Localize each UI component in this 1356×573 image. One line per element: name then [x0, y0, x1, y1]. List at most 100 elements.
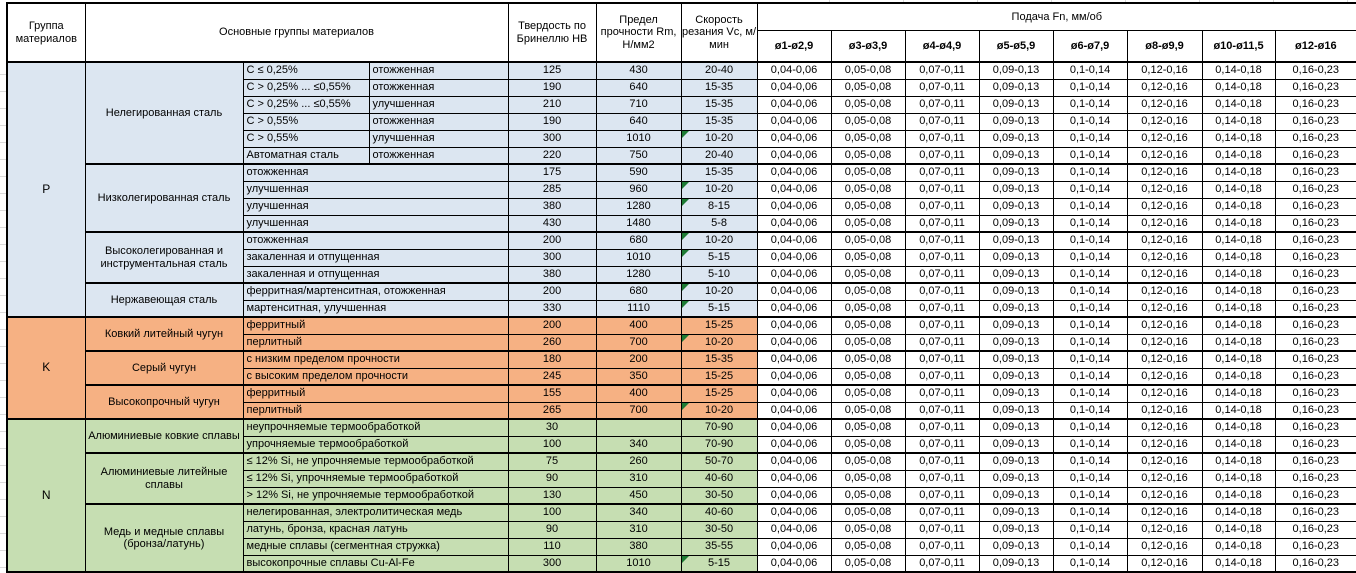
- cell-feed[interactable]: 0,1-0,14: [1052, 248, 1128, 267]
- cell-feed[interactable]: 0,04-0,06: [756, 95, 832, 114]
- cell-feed[interactable]: 0,05-0,08: [830, 282, 906, 301]
- cell-feed[interactable]: 0,12-0,16: [1126, 146, 1203, 165]
- cell-material-desc[interactable]: C > 0,25% ... ≤0,55%: [242, 78, 370, 97]
- cell-speed[interactable]: 5-15: [680, 248, 758, 267]
- cell-group-letter[interactable]: P: [6, 61, 86, 318]
- cell-feed[interactable]: 0,12-0,16: [1126, 282, 1203, 301]
- cell-feed[interactable]: 0,05-0,08: [830, 265, 906, 284]
- cell-feed[interactable]: 0,05-0,08: [830, 316, 906, 335]
- cell-hardness[interactable]: 155: [507, 384, 597, 403]
- cell-speed[interactable]: 35-55: [680, 537, 758, 556]
- cell-feed[interactable]: 0,14-0,18: [1201, 214, 1276, 233]
- cell-hardness[interactable]: 75: [507, 452, 597, 471]
- cell-material-desc[interactable]: C > 0,55%: [242, 112, 370, 131]
- cell-strength[interactable]: 430: [595, 61, 682, 80]
- cell-material-desc[interactable]: перлитный: [242, 333, 509, 352]
- cell-feed[interactable]: 0,07-0,11: [904, 486, 980, 505]
- cell-material-desc[interactable]: неупрочняемые термообработкой: [242, 418, 509, 437]
- cell-hardness[interactable]: 30: [507, 418, 597, 437]
- cell-feed[interactable]: 0,05-0,08: [830, 486, 906, 505]
- cell-strength[interactable]: 710: [595, 95, 682, 114]
- cell-feed[interactable]: 0,1-0,14: [1052, 486, 1128, 505]
- cell-subgroup-name[interactable]: Серый чугун: [84, 350, 244, 386]
- cell-feed[interactable]: 0,16-0,23: [1274, 503, 1356, 522]
- cell-feed[interactable]: 0,16-0,23: [1274, 384, 1356, 403]
- cell-subgroup-name[interactable]: Высокопрочный чугун: [84, 384, 244, 420]
- cell-feed[interactable]: 0,16-0,23: [1274, 520, 1356, 539]
- cell-material-desc[interactable]: нелегированная, электролитическая медь: [242, 503, 509, 522]
- cell-hardness[interactable]: 130: [507, 486, 597, 505]
- cell-feed[interactable]: 0,12-0,16: [1126, 503, 1203, 522]
- cell-feed[interactable]: 0,04-0,06: [756, 520, 832, 539]
- cell-feed[interactable]: 0,14-0,18: [1201, 520, 1276, 539]
- cell-feed[interactable]: 0,1-0,14: [1052, 520, 1128, 539]
- cell-feed[interactable]: 0,09-0,13: [978, 163, 1054, 182]
- cell-hardness[interactable]: 180: [507, 350, 597, 369]
- cell-feed[interactable]: 0,16-0,23: [1274, 231, 1356, 250]
- cell-feed[interactable]: 0,05-0,08: [830, 299, 906, 318]
- cell-feed[interactable]: 0,09-0,13: [978, 401, 1054, 420]
- cell-feed[interactable]: 0,09-0,13: [978, 180, 1054, 199]
- cell-feed[interactable]: 0,14-0,18: [1201, 95, 1276, 114]
- cell-feed[interactable]: 0,14-0,18: [1201, 197, 1276, 216]
- cell-feed[interactable]: 0,05-0,08: [830, 197, 906, 216]
- cell-speed[interactable]: 20-40: [680, 146, 758, 165]
- cell-feed[interactable]: 0,04-0,06: [756, 197, 832, 216]
- cell-strength[interactable]: 340: [595, 503, 682, 522]
- cell-strength[interactable]: 340: [595, 435, 682, 454]
- cell-group-letter[interactable]: K: [6, 316, 86, 420]
- cell-feed[interactable]: 0,04-0,06: [756, 554, 832, 573]
- cell-feed[interactable]: 0,05-0,08: [830, 520, 906, 539]
- cell-strength[interactable]: 640: [595, 78, 682, 97]
- cell-material-desc[interactable]: закаленная и отпущенная: [242, 248, 509, 267]
- cell-feed[interactable]: 0,1-0,14: [1052, 503, 1128, 522]
- cell-feed[interactable]: 0,04-0,06: [756, 333, 832, 352]
- cell-feed[interactable]: 0,07-0,11: [904, 214, 980, 233]
- cell-feed[interactable]: 0,04-0,06: [756, 214, 832, 233]
- cell-feed[interactable]: 0,16-0,23: [1274, 197, 1356, 216]
- cell-strength[interactable]: 640: [595, 112, 682, 131]
- cell-material-desc[interactable]: ферритная/мартенситная, отожженная: [242, 282, 509, 301]
- cell-feed[interactable]: 0,05-0,08: [830, 418, 906, 437]
- cell-hardness[interactable]: 90: [507, 520, 597, 539]
- cell-feed[interactable]: 0,1-0,14: [1052, 554, 1128, 573]
- cell-strength[interactable]: 1010: [595, 248, 682, 267]
- cell-feed[interactable]: 0,04-0,06: [756, 503, 832, 522]
- cell-feed[interactable]: 0,04-0,06: [756, 469, 832, 488]
- cell-strength[interactable]: 700: [595, 401, 682, 420]
- cell-feed[interactable]: 0,12-0,16: [1126, 214, 1203, 233]
- cell-feed[interactable]: 0,07-0,11: [904, 367, 980, 386]
- cell-feed[interactable]: 0,05-0,08: [830, 61, 906, 80]
- cell-feed[interactable]: 0,04-0,06: [756, 486, 832, 505]
- cell-feed[interactable]: 0,12-0,16: [1126, 537, 1203, 556]
- cell-feed[interactable]: 0,09-0,13: [978, 265, 1054, 284]
- cell-hardness[interactable]: 285: [507, 180, 597, 199]
- cell-feed[interactable]: 0,12-0,16: [1126, 452, 1203, 471]
- cell-material-desc[interactable]: отожженная: [242, 163, 509, 182]
- header-feed[interactable]: Подача Fn, мм/об: [756, 2, 1356, 31]
- cell-feed[interactable]: 0,07-0,11: [904, 401, 980, 420]
- cell-feed[interactable]: 0,12-0,16: [1126, 299, 1203, 318]
- cell-feed[interactable]: 0,16-0,23: [1274, 180, 1356, 199]
- cell-feed[interactable]: 0,1-0,14: [1052, 367, 1128, 386]
- cell-feed[interactable]: 0,09-0,13: [978, 129, 1054, 148]
- cell-feed[interactable]: 0,04-0,06: [756, 452, 832, 471]
- cell-feed[interactable]: 0,14-0,18: [1201, 248, 1276, 267]
- cell-speed[interactable]: 15-25: [680, 367, 758, 386]
- cell-speed[interactable]: 40-60: [680, 503, 758, 522]
- cell-feed[interactable]: 0,1-0,14: [1052, 214, 1128, 233]
- cell-material-desc[interactable]: > 12% Si, не упрочняемые термообработкой: [242, 486, 509, 505]
- cell-feed[interactable]: 0,14-0,18: [1201, 299, 1276, 318]
- cell-speed[interactable]: 15-35: [680, 95, 758, 114]
- cell-feed[interactable]: 0,07-0,11: [904, 282, 980, 301]
- cell-feed[interactable]: 0,09-0,13: [978, 231, 1054, 250]
- cell-feed[interactable]: 0,1-0,14: [1052, 333, 1128, 352]
- cell-feed[interactable]: 0,14-0,18: [1201, 469, 1276, 488]
- cell-feed[interactable]: 0,04-0,06: [756, 384, 832, 403]
- cell-speed[interactable]: 15-35: [680, 78, 758, 97]
- cell-material-desc[interactable]: C > 0,25% ... ≤0,55%: [242, 95, 370, 114]
- cell-feed[interactable]: 0,09-0,13: [978, 299, 1054, 318]
- cell-material-desc[interactable]: мартенситная, улучшенная: [242, 299, 509, 318]
- cell-feed[interactable]: 0,04-0,06: [756, 299, 832, 318]
- cell-feed[interactable]: 0,16-0,23: [1274, 282, 1356, 301]
